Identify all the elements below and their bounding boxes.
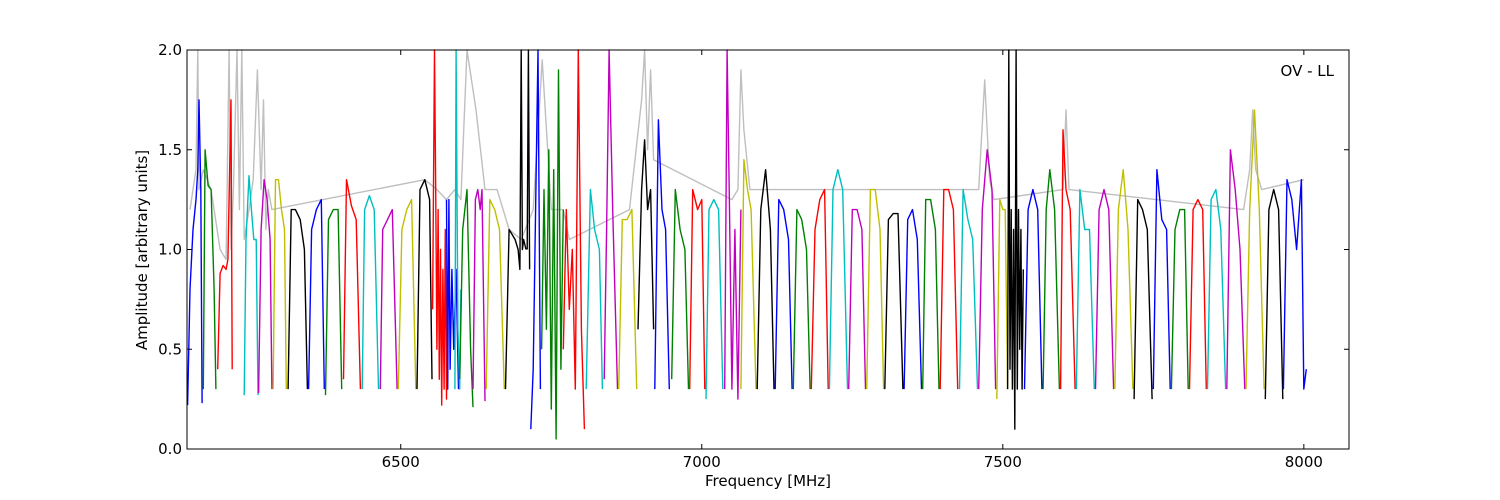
background-series-layer bbox=[189, 49, 1304, 261]
series-line-42 bbox=[866, 188, 885, 390]
series-line-35 bbox=[740, 158, 757, 390]
series-layer bbox=[186, 49, 1307, 440]
series-line-48 bbox=[978, 149, 997, 390]
series-line-21 bbox=[504, 49, 527, 390]
series-line-23 bbox=[530, 49, 542, 430]
series-line-25 bbox=[562, 49, 586, 430]
series-line-60 bbox=[1188, 198, 1207, 390]
series-line-33 bbox=[705, 198, 724, 400]
series-line-10 bbox=[342, 178, 362, 390]
series-line-32 bbox=[689, 188, 706, 390]
series-line-36 bbox=[756, 168, 775, 390]
y-tick-label: 2.0 bbox=[158, 41, 182, 59]
series-line-26 bbox=[585, 188, 604, 390]
series-line-52 bbox=[1042, 168, 1061, 390]
y-tick-label: 0.5 bbox=[158, 340, 182, 358]
series-line-13 bbox=[397, 198, 417, 390]
series-line-58 bbox=[1152, 168, 1171, 390]
series-line-50 bbox=[1006, 49, 1024, 430]
series-line-9 bbox=[324, 208, 343, 396]
x-tick-label: 7000 bbox=[683, 453, 721, 471]
series-line-65 bbox=[1282, 178, 1307, 390]
series-line-61 bbox=[1206, 188, 1227, 390]
series-line-24 bbox=[540, 69, 564, 440]
series-line-49 bbox=[996, 198, 1009, 400]
series-line-6 bbox=[272, 178, 287, 390]
series-line-53 bbox=[1059, 129, 1076, 390]
series-line-7 bbox=[287, 208, 309, 390]
series-line-45 bbox=[922, 198, 940, 390]
series-line-39 bbox=[810, 188, 829, 390]
series-line-2 bbox=[202, 149, 217, 390]
series-line-41 bbox=[848, 208, 867, 390]
series-line-56 bbox=[1114, 168, 1134, 390]
background-series-line bbox=[189, 49, 1304, 261]
series-line-8 bbox=[307, 198, 325, 390]
series-line-3 bbox=[217, 99, 233, 370]
series-line-44 bbox=[903, 208, 923, 390]
annotation-label: OV - LL bbox=[1281, 62, 1335, 80]
series-line-38 bbox=[792, 208, 811, 390]
series-line-20 bbox=[485, 198, 505, 390]
series-line-31 bbox=[671, 188, 690, 390]
series-line-14 bbox=[416, 178, 433, 390]
series-line-40 bbox=[828, 168, 849, 390]
series-line-18 bbox=[459, 188, 474, 408]
series-line-4 bbox=[243, 174, 259, 396]
series-line-29 bbox=[637, 139, 655, 330]
series-line-15 bbox=[431, 49, 449, 406]
y-tick-label: 0.0 bbox=[158, 440, 182, 458]
x-tick-label: 6500 bbox=[382, 453, 420, 471]
series-line-43 bbox=[884, 212, 904, 390]
series-line-19 bbox=[472, 188, 486, 402]
series-line-59 bbox=[1170, 208, 1189, 390]
series-line-47 bbox=[958, 188, 979, 390]
x-axis-title: Frequency [MHz] bbox=[705, 472, 831, 490]
series-line-5 bbox=[257, 178, 273, 394]
y-tick-label: 1.0 bbox=[158, 241, 182, 259]
series-line-28 bbox=[618, 208, 638, 390]
x-tick-label: 8000 bbox=[1285, 453, 1323, 471]
series-line-54 bbox=[1075, 188, 1095, 390]
series-line-37 bbox=[774, 198, 793, 390]
series-line-12 bbox=[379, 208, 398, 390]
series-line-55 bbox=[1094, 188, 1115, 390]
series-line-11 bbox=[361, 194, 380, 390]
series-line-57 bbox=[1133, 198, 1153, 400]
series-line-46 bbox=[939, 188, 959, 390]
ticks-layer: 6500 7000 7500 8000 0.0 0.5 1.0 1.5 2.0 bbox=[158, 41, 1349, 471]
x-tick-label: 7500 bbox=[984, 453, 1022, 471]
series-line-63 bbox=[1245, 109, 1265, 390]
series-line-64 bbox=[1264, 188, 1284, 400]
series-line-62 bbox=[1226, 149, 1246, 390]
y-axis-title: Amplitude [arbitrary units] bbox=[133, 150, 151, 350]
series-line-51 bbox=[1023, 188, 1043, 390]
series-line-30 bbox=[654, 119, 670, 390]
series-line-1 bbox=[186, 99, 203, 406]
y-tick-label: 1.5 bbox=[158, 141, 182, 159]
